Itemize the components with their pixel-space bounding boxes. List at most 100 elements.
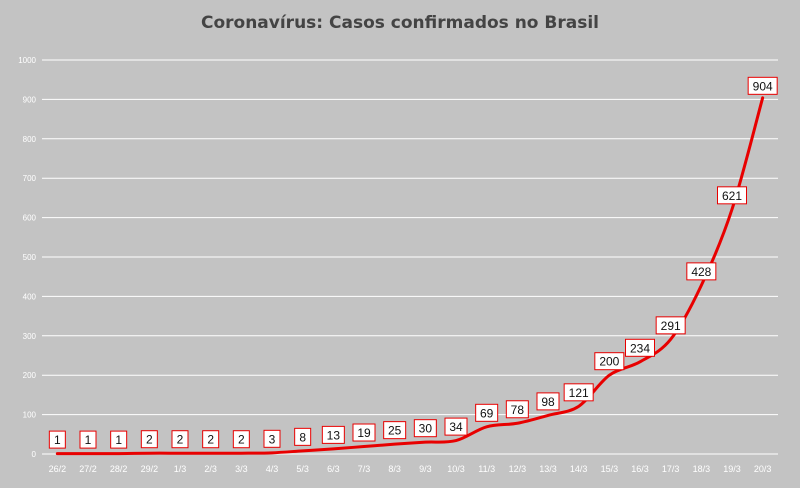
data-label: 234	[625, 338, 655, 357]
data-label-text: 200	[599, 355, 619, 369]
data-label-box	[686, 262, 717, 281]
data-label-text: 98	[541, 395, 555, 409]
x-tick-label: 26/2	[49, 464, 67, 474]
x-tick-label: 27/2	[79, 464, 97, 474]
data-label-box	[352, 423, 376, 442]
data-label-box	[263, 429, 281, 448]
y-tick-label: 800	[23, 135, 37, 144]
data-label-box	[383, 421, 407, 440]
x-tick-label: 14/3	[570, 464, 588, 474]
data-label: 1	[48, 430, 66, 449]
x-tick-label: 29/2	[141, 464, 159, 474]
data-label: 291	[655, 316, 686, 335]
data-label-box	[536, 392, 560, 411]
x-tick-label: 12/3	[509, 464, 527, 474]
data-label-text: 1	[85, 433, 92, 447]
data-label: 1	[79, 430, 97, 449]
data-label: 904	[747, 76, 778, 95]
data-label-text: 291	[661, 319, 681, 333]
x-tick-label: 2/3	[204, 464, 217, 474]
data-label: 121	[563, 383, 594, 402]
y-axis-ticks: 0 100 200 300 400 500 600 700 800 900 1000	[18, 56, 36, 459]
data-label-box	[413, 419, 437, 438]
data-label: 30	[413, 419, 437, 438]
data-label-box	[563, 383, 594, 402]
data-label-text: 621	[722, 189, 742, 203]
y-tick-label: 200	[23, 371, 37, 380]
y-tick-label: 0	[32, 450, 37, 459]
x-tick-label: 7/3	[358, 464, 371, 474]
data-label: 1	[110, 430, 128, 449]
x-tick-label: 20/3	[754, 464, 772, 474]
data-label-box	[625, 338, 655, 357]
data-label: 2	[232, 430, 250, 449]
y-tick-label: 500	[23, 253, 37, 262]
data-label: 2	[140, 430, 158, 449]
y-tick-label: 300	[23, 332, 37, 341]
x-tick-label: 9/3	[419, 464, 432, 474]
y-tick-label: 1000	[18, 56, 36, 65]
data-label: 621	[717, 186, 747, 205]
data-label: 78	[505, 400, 529, 419]
x-tick-label: 15/3	[601, 464, 619, 474]
chart-title: Coronavírus: Casos confirmados no Brasil	[201, 13, 599, 33]
data-label-box	[444, 417, 468, 436]
data-label-text: 19	[357, 426, 371, 440]
y-tick-label: 900	[23, 95, 37, 104]
data-label: 19	[352, 423, 376, 442]
y-tick-label: 600	[23, 214, 37, 223]
x-tick-label: 1/3	[174, 464, 187, 474]
data-label-text: 3	[269, 432, 276, 446]
data-label-box	[505, 400, 529, 419]
data-label-text: 234	[630, 341, 650, 355]
x-tick-label: 16/3	[631, 464, 649, 474]
data-label-text: 34	[449, 420, 463, 434]
y-tick-label: 100	[23, 411, 37, 420]
x-tick-label: 8/3	[388, 464, 401, 474]
data-label-box	[655, 316, 686, 335]
series-line	[55, 96, 765, 456]
data-label-box	[202, 430, 220, 449]
x-tick-label: 13/3	[539, 464, 557, 474]
data-label-text: 2	[146, 433, 153, 447]
data-label-text: 1	[54, 433, 61, 447]
data-label-text: 1	[115, 433, 122, 447]
data-label-box	[717, 186, 747, 205]
data-label-box	[475, 403, 499, 422]
data-label: 3	[263, 429, 281, 448]
x-tick-label: 19/3	[723, 464, 741, 474]
data-label-box	[747, 76, 778, 95]
data-label-box	[171, 430, 189, 449]
data-label-text: 8	[299, 430, 306, 444]
x-axis-ticks: 26/2 27/2 28/2 29/2 1/3 2/3 3/3 4/3 5/3 6/3 7/3 8/3…	[49, 464, 772, 474]
x-tick-label: 5/3	[296, 464, 309, 474]
data-label-box	[140, 430, 158, 449]
data-label-text: 2	[177, 433, 184, 447]
data-label-text: 30	[419, 422, 433, 436]
data-label: 2	[202, 430, 220, 449]
data-label: 13	[321, 425, 345, 444]
y-tick-label: 400	[23, 292, 37, 301]
data-label: 200	[594, 352, 625, 371]
data-label: 8	[294, 427, 312, 446]
data-labels: 1 1 1 2 2 2 2 3 8 13 19 25 30 34 69 78 98 121 200 234 291 428…	[48, 76, 778, 449]
data-label-text: 121	[569, 386, 589, 400]
data-label-text: 13	[327, 428, 341, 442]
y-tick-label: 700	[23, 174, 37, 183]
data-label-text: 78	[511, 403, 525, 417]
data-label-text: 904	[753, 79, 773, 93]
data-label: 25	[383, 421, 407, 440]
x-tick-label: 10/3	[447, 464, 465, 474]
data-label: 34	[444, 417, 468, 436]
data-label: 69	[475, 403, 499, 422]
x-tick-label: 11/3	[478, 464, 495, 474]
data-label-text: 25	[388, 424, 402, 438]
data-label-box	[321, 425, 345, 444]
data-label-box	[294, 427, 312, 446]
data-label-box	[48, 430, 66, 449]
x-tick-label: 28/2	[110, 464, 128, 474]
data-label-text: 2	[207, 433, 214, 447]
gridlines	[42, 59, 778, 455]
